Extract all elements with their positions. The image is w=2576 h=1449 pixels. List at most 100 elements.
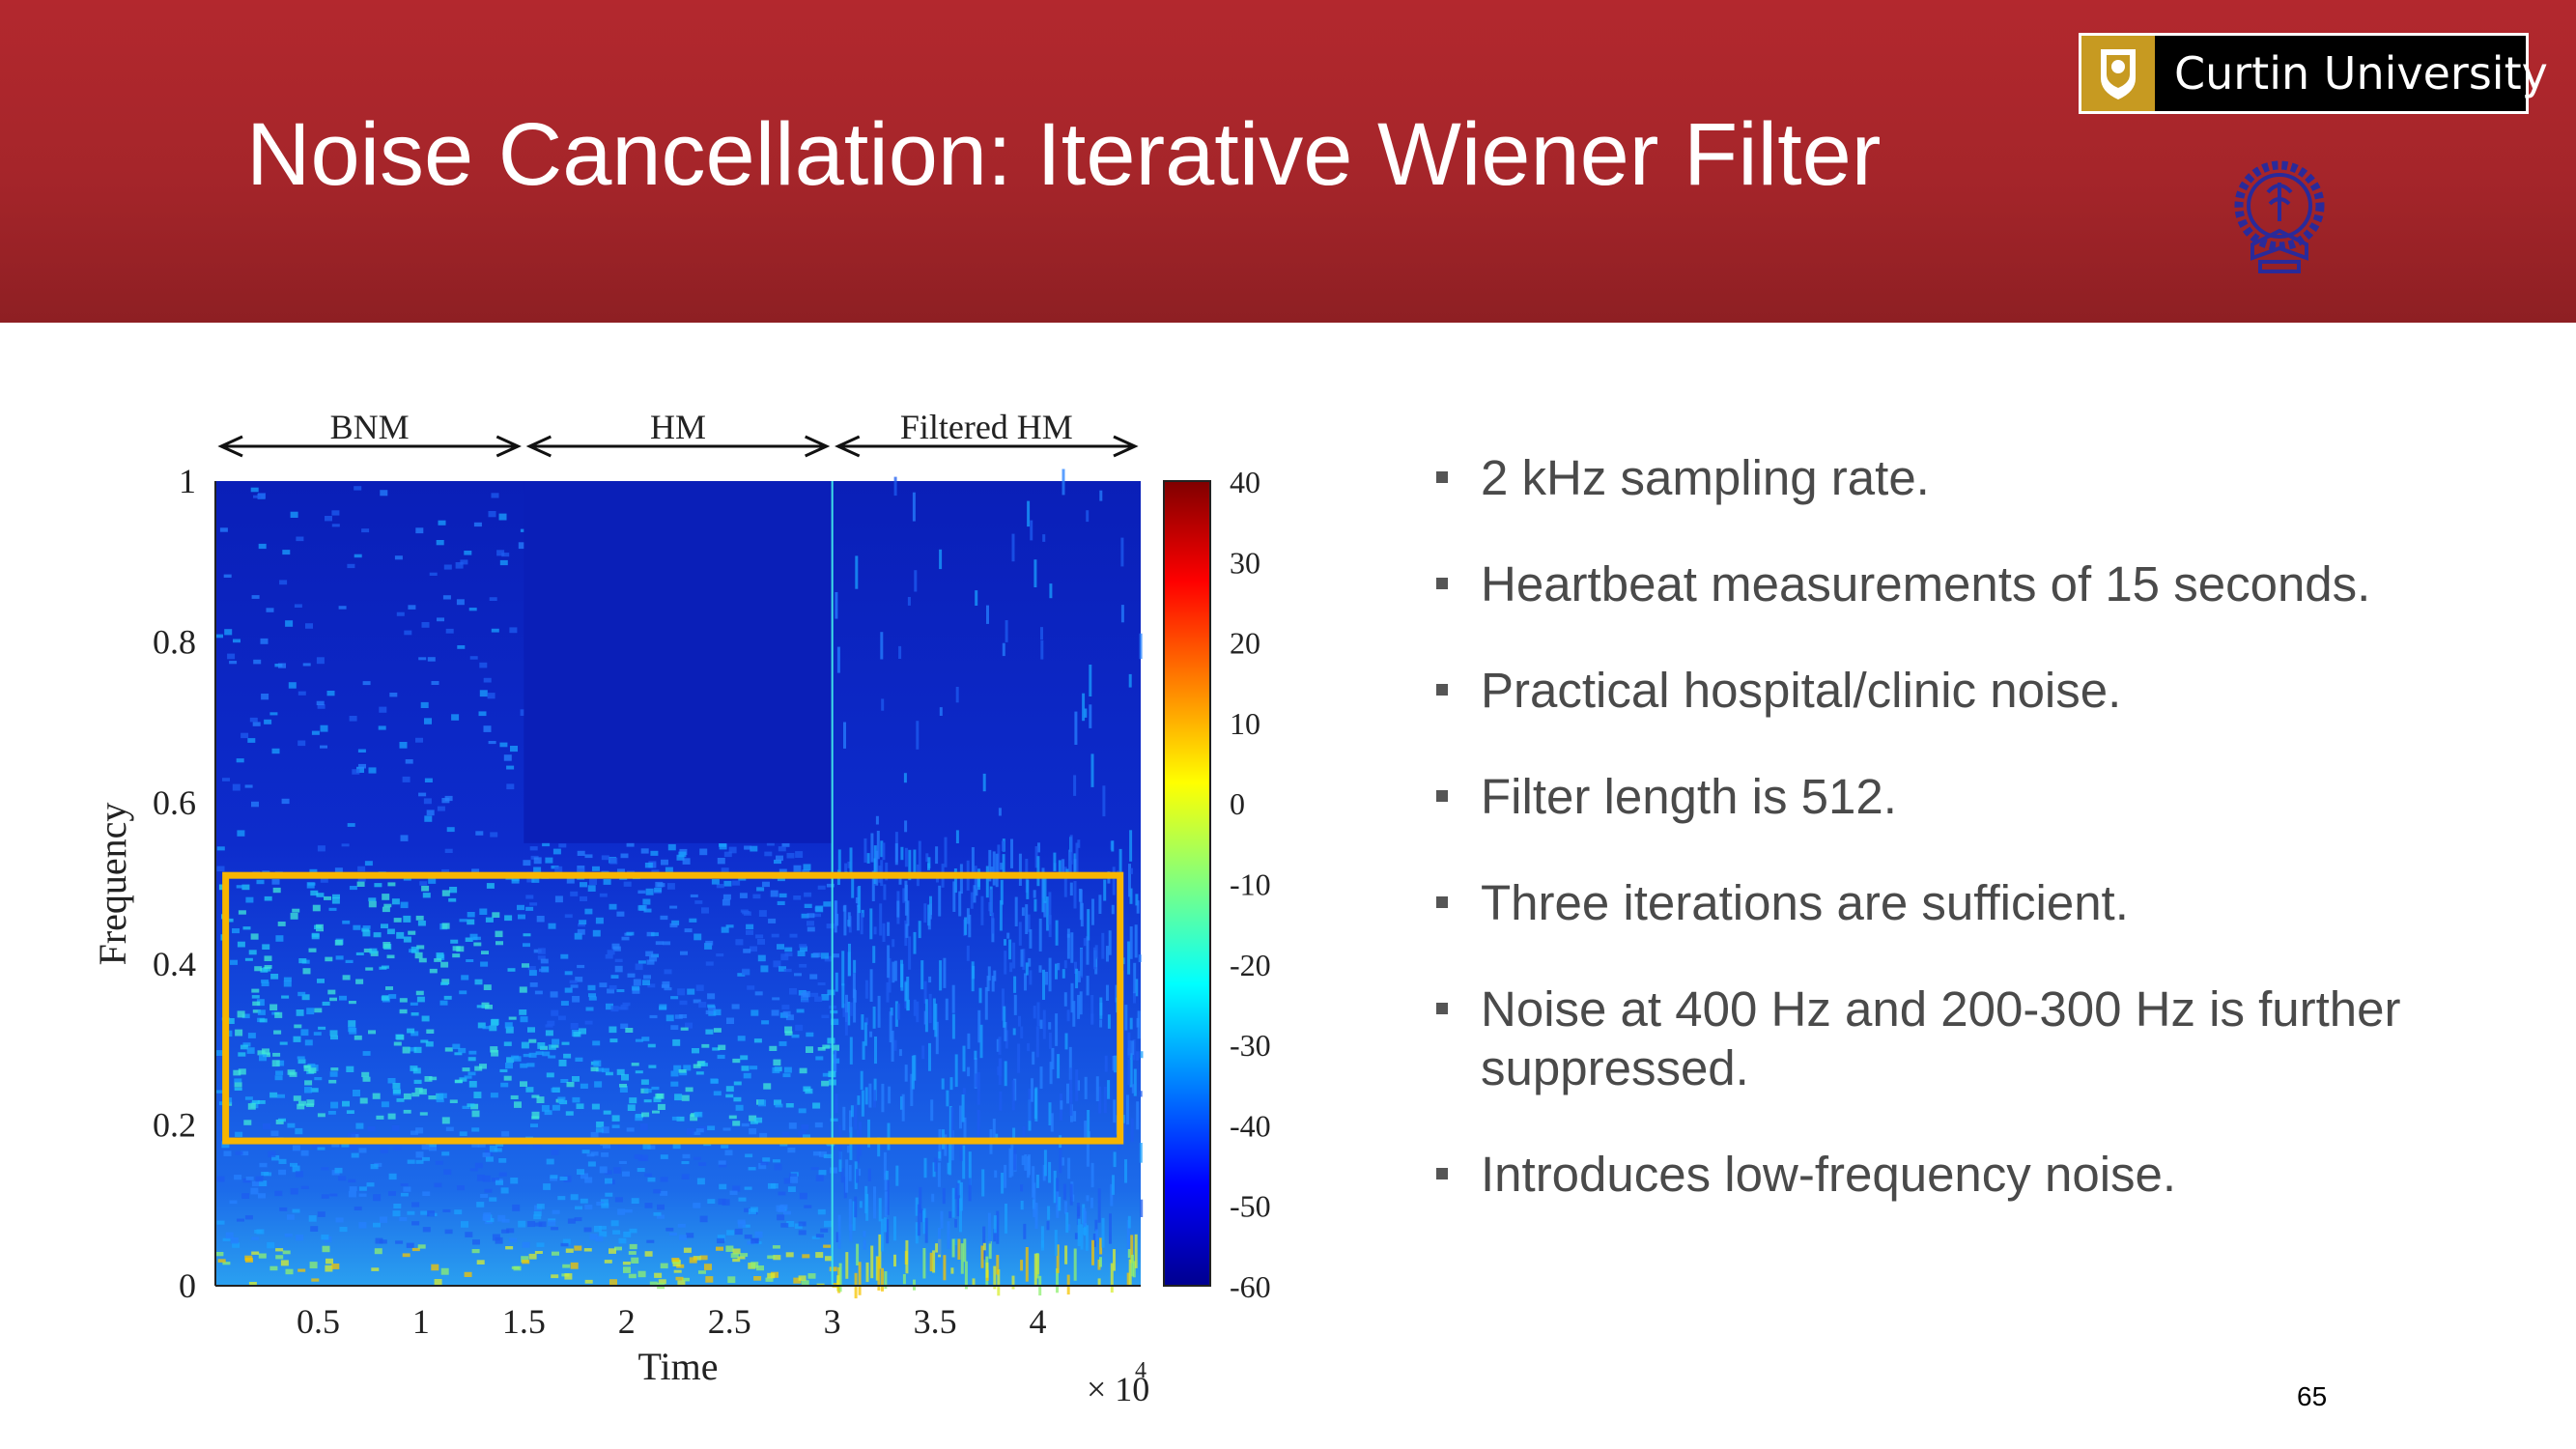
heat-cell xyxy=(716,1246,723,1251)
heat-cell xyxy=(977,1009,981,1043)
heat-cell xyxy=(914,570,918,592)
heat-cell xyxy=(230,1236,239,1244)
heat-cell xyxy=(1060,1100,1063,1110)
heat-cell xyxy=(607,950,615,955)
heat-cell xyxy=(629,1097,637,1104)
heat-cell xyxy=(826,883,835,888)
heat-cell xyxy=(799,946,807,952)
heat-cell xyxy=(612,1230,621,1235)
x-tick-label: 3.5 xyxy=(914,1302,957,1341)
heat-cell xyxy=(565,1248,574,1253)
heat-cell xyxy=(807,921,814,926)
heat-cell xyxy=(314,1077,323,1081)
heat-cell xyxy=(506,783,515,790)
heat-cell xyxy=(748,1167,756,1171)
heat-cell xyxy=(772,1159,780,1163)
heat-cell xyxy=(596,1067,604,1072)
colorbar-tick-label: -20 xyxy=(1230,948,1271,982)
heat-cell xyxy=(253,495,261,498)
heat-cell xyxy=(411,1093,420,1097)
heat-cell xyxy=(391,1124,400,1131)
heat-cell xyxy=(618,1006,627,1010)
heat-cell xyxy=(648,1065,657,1068)
heat-cell xyxy=(934,1157,938,1172)
heat-cell xyxy=(1085,1225,1089,1251)
heat-cell xyxy=(821,1014,830,1018)
heat-cell xyxy=(1099,1237,1103,1255)
heat-cell xyxy=(275,935,284,942)
heat-cell xyxy=(614,1246,622,1251)
heat-cell xyxy=(753,1038,762,1043)
heat-cell xyxy=(647,1145,656,1150)
heat-cell xyxy=(685,1087,694,1093)
heat-cell xyxy=(572,1076,580,1082)
heat-cell xyxy=(810,992,819,997)
heat-cell xyxy=(473,522,482,527)
heat-cell xyxy=(1066,1274,1070,1295)
heat-cell xyxy=(443,1169,452,1176)
heat-cell xyxy=(763,1083,772,1090)
heat-cell xyxy=(441,1117,450,1124)
heat-cell xyxy=(892,939,895,948)
heat-cell xyxy=(793,865,802,872)
heat-cell xyxy=(316,927,324,932)
heat-cell xyxy=(290,912,298,920)
heat-cell xyxy=(1091,1239,1094,1265)
heat-cell xyxy=(320,878,328,883)
heat-cell xyxy=(1046,1221,1050,1231)
curtin-shield-icon xyxy=(2081,36,2155,111)
heat-cell xyxy=(225,1232,234,1239)
heat-cell xyxy=(538,1221,547,1228)
heat-cell xyxy=(872,946,876,963)
heat-cell xyxy=(938,1128,942,1161)
heat-cell xyxy=(224,629,233,636)
heat-cell xyxy=(712,1047,721,1051)
bullet-marker xyxy=(1436,1003,1448,1014)
heat-cell xyxy=(752,894,761,899)
colorbar-tick-label: 0 xyxy=(1230,786,1245,821)
heat-cell xyxy=(311,1278,320,1282)
heat-cell xyxy=(467,1103,475,1107)
heat-cell xyxy=(653,1212,662,1216)
heat-cell xyxy=(599,982,608,988)
heat-cell xyxy=(408,930,416,935)
heat-cell xyxy=(378,725,386,730)
heat-cell xyxy=(436,1098,444,1103)
heat-cell xyxy=(1033,1089,1037,1120)
heat-cell xyxy=(927,912,931,930)
heat-cell xyxy=(329,1071,338,1077)
heat-cell xyxy=(777,1214,785,1221)
heat-cell xyxy=(326,1258,333,1264)
heat-cell xyxy=(362,925,371,929)
heat-cell xyxy=(941,1078,945,1090)
heat-cell xyxy=(818,1151,827,1157)
heat-cell xyxy=(812,1102,821,1109)
heat-cell xyxy=(1069,882,1073,896)
heat-cell xyxy=(1063,992,1067,1007)
heat-cell xyxy=(1099,490,1103,501)
heat-cell xyxy=(605,1071,613,1076)
heat-cell xyxy=(1075,968,1079,989)
heat-cell xyxy=(631,1198,639,1204)
heat-cell xyxy=(911,1055,915,1090)
heat-cell xyxy=(511,1055,520,1060)
heat-cell xyxy=(710,1078,719,1084)
colorbar-tick-label: 40 xyxy=(1230,465,1260,499)
heat-cell xyxy=(1099,1019,1103,1028)
heat-cell xyxy=(624,1209,633,1213)
heat-cell xyxy=(999,899,1003,931)
heat-cell xyxy=(1057,1054,1061,1079)
heat-cell xyxy=(588,996,597,1001)
heat-cell xyxy=(643,1099,652,1103)
x-tick-label: 2.5 xyxy=(708,1302,751,1341)
heat-cell xyxy=(917,1204,920,1236)
heat-cell xyxy=(449,1099,458,1103)
heat-cell xyxy=(1113,1099,1117,1123)
heat-cell xyxy=(421,1015,430,1022)
heat-cell xyxy=(882,842,886,861)
heat-cell xyxy=(637,1168,645,1173)
heat-cell xyxy=(798,1230,807,1236)
heat-cell xyxy=(1055,920,1059,946)
heat-cell xyxy=(894,1001,898,1027)
heat-cell xyxy=(520,1063,528,1068)
